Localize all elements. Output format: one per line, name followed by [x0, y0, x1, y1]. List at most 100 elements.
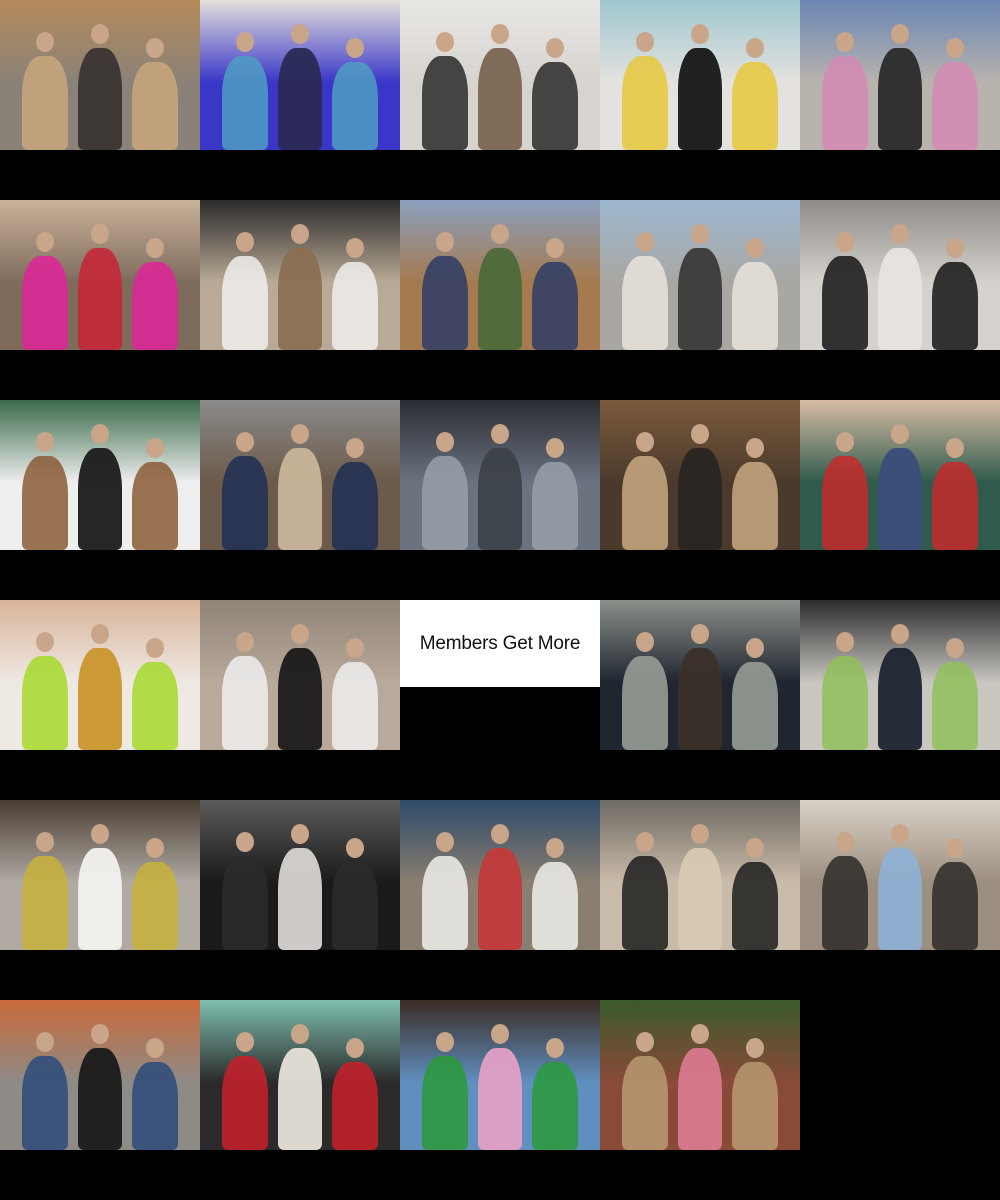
image-tile-street-style-sheer-white-dress[interactable]	[200, 600, 400, 750]
figure-head	[836, 632, 854, 652]
image-tile-red-carpet-three-gowns[interactable]	[200, 1000, 400, 1150]
figure-silhouette	[532, 62, 578, 150]
figure-head	[636, 232, 654, 252]
figure-silhouette	[422, 456, 468, 550]
figure-head	[436, 32, 454, 52]
image-tile-street-style-black-pencil-skirt[interactable]	[800, 200, 1000, 350]
image-tile-street-style-white-skirt-coats[interactable]	[200, 200, 400, 350]
figure-head	[291, 824, 309, 844]
figure-silhouette	[422, 56, 468, 150]
figure-silhouette	[132, 62, 178, 150]
image-tile-street-style-grey-suit-sunny[interactable]	[600, 600, 800, 750]
image-tile-street-style-black-coat-backpack[interactable]	[600, 800, 800, 950]
figure-silhouette	[622, 56, 668, 150]
figure-head	[491, 24, 509, 44]
figure-silhouette	[278, 1048, 322, 1150]
figure-silhouette	[478, 248, 522, 350]
figure-head	[891, 224, 909, 244]
image-tile-street-style-white-suit-beret[interactable]	[400, 800, 600, 950]
figure-silhouette	[332, 462, 378, 550]
figure-head	[146, 438, 164, 458]
image-tile-brick-wall-cardigan-plaid[interactable]	[600, 1000, 800, 1150]
figure-silhouette	[132, 662, 178, 750]
image-tile-models-floral-sweaters[interactable]	[600, 0, 800, 150]
figure-head	[36, 832, 54, 852]
figure-head	[346, 238, 364, 258]
figure-silhouette	[22, 256, 68, 350]
figure-silhouette	[78, 448, 122, 550]
figure-head	[91, 624, 109, 644]
figure-head	[746, 238, 764, 258]
image-tile-festival-colorful-knits[interactable]	[400, 1000, 600, 1150]
figure-head	[346, 1038, 364, 1058]
figure-head	[91, 424, 109, 444]
figure-head	[491, 224, 509, 244]
figure-head	[946, 438, 964, 458]
figure-head	[36, 32, 54, 52]
image-tile-event-red-sequin-bralette[interactable]	[800, 400, 1000, 550]
figure-head	[236, 32, 254, 52]
image-tile-street-style-denim-wide-flares[interactable]	[400, 200, 600, 350]
figure-silhouette	[78, 248, 122, 350]
image-tile-runway-menswear-oversized-coats[interactable]	[400, 0, 600, 150]
image-tile-runway-models-blue-backdrop[interactable]	[200, 0, 400, 150]
image-tile-street-style-snow-fur-coat[interactable]	[0, 400, 200, 550]
figure-silhouette	[732, 62, 778, 150]
image-tile-event-grey-kilt-suit[interactable]	[400, 400, 600, 550]
figure-head	[236, 232, 254, 252]
figure-head	[546, 1038, 564, 1058]
figure-head	[636, 1032, 654, 1052]
image-tile-street-style-plaid-skirt-white-gown[interactable]	[0, 800, 200, 950]
figure-silhouette	[932, 262, 978, 350]
image-tile-street-style-crowd-straw-bag[interactable]	[200, 400, 400, 550]
figure-silhouette	[422, 256, 468, 350]
figure-silhouette	[732, 1062, 778, 1150]
figure-head	[691, 24, 709, 44]
image-tile-jewelry-gold-chain-lime-top[interactable]	[0, 600, 200, 750]
figure-silhouette	[878, 848, 922, 950]
figure-head	[891, 424, 909, 444]
figure-head	[836, 832, 854, 852]
figure-silhouette	[732, 262, 778, 350]
image-tile-street-style-paris-group[interactable]	[0, 0, 200, 150]
image-tile-street-style-masked-pair-green-wall[interactable]	[800, 600, 1000, 750]
figure-head	[691, 824, 709, 844]
figure-head	[946, 638, 964, 658]
figure-silhouette	[532, 1062, 578, 1150]
image-tile-street-style-blazer-flared-jeans[interactable]	[800, 800, 1000, 950]
figure-silhouette	[678, 1048, 722, 1150]
image-tile-street-style-bright-pink-suit[interactable]	[0, 200, 200, 350]
figure-silhouette	[878, 48, 922, 150]
figure-head	[91, 224, 109, 244]
members-promo-banner[interactable]: Members Get More	[400, 600, 600, 687]
image-tile-street-style-black-suit-tie[interactable]	[200, 800, 400, 950]
figure-silhouette	[678, 248, 722, 350]
image-tile-street-style-beanie-blue-backpack[interactable]	[0, 1000, 200, 1150]
image-tile-street-style-denim-leather[interactable]	[800, 0, 1000, 150]
figure-head	[436, 232, 454, 252]
figure-silhouette	[678, 448, 722, 550]
figure-silhouette	[732, 462, 778, 550]
figure-head	[146, 638, 164, 658]
figure-silhouette	[78, 48, 122, 150]
image-tile-street-style-crosswalk-shopping-bag[interactable]	[600, 200, 800, 350]
figure-silhouette	[332, 862, 378, 950]
figure-head	[746, 438, 764, 458]
figure-silhouette	[478, 448, 522, 550]
figure-head	[691, 1024, 709, 1044]
figure-silhouette	[678, 48, 722, 150]
figure-silhouette	[278, 648, 322, 750]
figure-head	[346, 638, 364, 658]
image-tile-street-style-camel-suit[interactable]	[600, 400, 800, 550]
figure-head	[636, 632, 654, 652]
figure-silhouette	[822, 656, 868, 750]
figure-head	[346, 838, 364, 858]
figure-silhouette	[278, 248, 322, 350]
figure-silhouette	[732, 662, 778, 750]
figure-silhouette	[622, 1056, 668, 1150]
figure-silhouette	[532, 862, 578, 950]
figure-head	[291, 424, 309, 444]
figure-silhouette	[932, 62, 978, 150]
figure-head	[891, 824, 909, 844]
